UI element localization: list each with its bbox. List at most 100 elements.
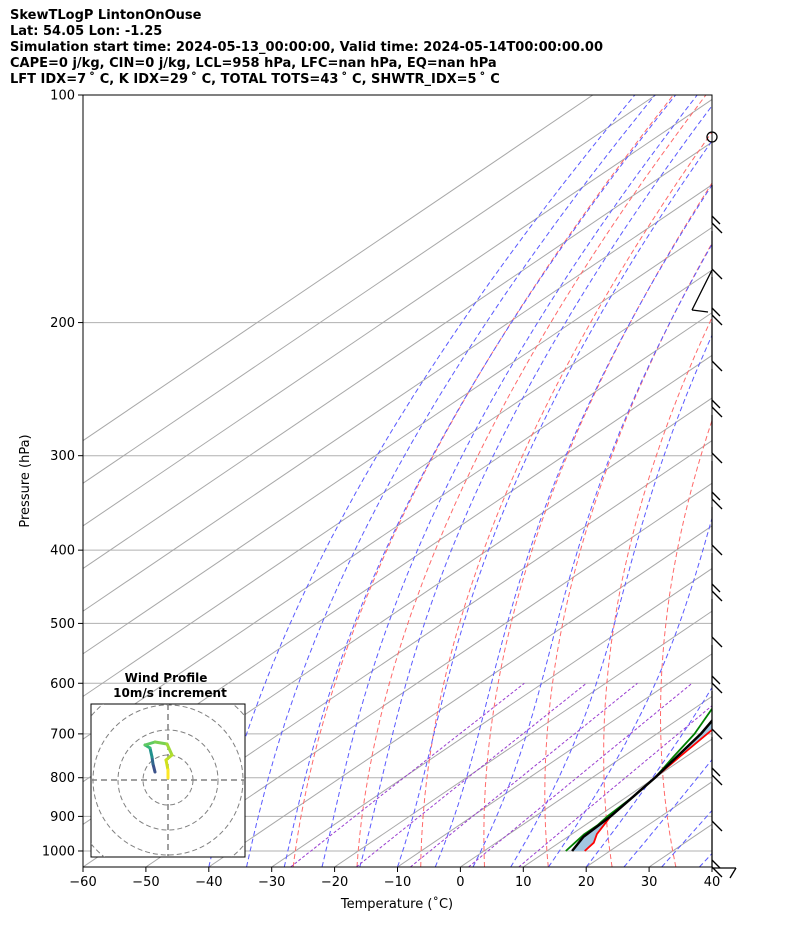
mixing-ratio-line [290, 682, 525, 867]
isotherm-line [208, 525, 712, 867]
wind-barb-flag [711, 268, 723, 280]
wind-barb-flag [711, 222, 723, 234]
inset-title: Wind Profile [125, 671, 208, 685]
hodograph-inset: Wind Profile 10m/s increment [90, 671, 246, 858]
x-tick-label: 30 [641, 875, 658, 890]
y-tick-label: 300 [50, 449, 75, 464]
chart-title: SkewTLogP LintonOnOuse [10, 8, 202, 23]
x-tick-label: −40 [195, 875, 222, 890]
moist-adiabat-line [623, 758, 712, 867]
wind-barb-flag [711, 491, 721, 501]
isotherm-line [711, 866, 712, 867]
y-tick-label: 900 [50, 810, 75, 825]
wind-barb-flag [691, 309, 709, 313]
parcel-line [571, 718, 712, 852]
wind-barb-flag [711, 820, 723, 832]
dry-adiabat-line [660, 418, 712, 867]
moist-adiabat-line [359, 104, 712, 867]
wind-barb-flag [711, 859, 721, 869]
wind-barb-flag [711, 544, 723, 556]
isotherm-line [334, 610, 712, 867]
wind-barb-flag [729, 867, 737, 879]
dry-adiabat-line [544, 242, 712, 867]
wind-barb-flag [711, 590, 723, 602]
dry-adiabat-line [483, 182, 712, 867]
x-tick-label: 10 [515, 875, 532, 890]
isotherm-line [83, 184, 712, 612]
y-tick-label: 500 [50, 617, 75, 632]
x-tick-label: −20 [321, 875, 348, 890]
x-tick-label: 0 [456, 875, 464, 890]
isotherm-line [585, 781, 712, 867]
y-tick-label: 700 [50, 727, 75, 742]
dry-adiabat-line [769, 95, 794, 867]
dry-adiabat-line [420, 131, 712, 867]
wind-barb-flag [711, 866, 723, 878]
wind-barb-flag [711, 215, 721, 225]
wind-barb-flag [711, 399, 721, 409]
wind-barb-flag [711, 452, 723, 464]
lat-lon-line: Lat: 54.05 Lon: -1.25 [10, 24, 163, 39]
hodograph-segment [153, 740, 169, 746]
mixing-ratio-line [410, 682, 638, 867]
wind-barb-flag [711, 636, 723, 648]
dry-adiabat-line [603, 316, 712, 867]
isotherm-line [83, 95, 594, 442]
wind-barb-staff [691, 269, 713, 311]
moist-adiabat-line [321, 95, 698, 867]
x-tick-label: −50 [132, 875, 159, 890]
x-tick-label: −10 [384, 875, 411, 890]
index-line: LFT IDX=7 ˚ C, K IDX=29 ˚ C, TOTAL TOTS=… [10, 72, 500, 87]
moist-adiabat-line [434, 184, 712, 867]
hodograph-segment [148, 746, 154, 759]
x-tick-label: 20 [578, 875, 595, 890]
moist-adiabat-line [548, 516, 712, 867]
wind-barb-flag [711, 583, 721, 593]
hodograph-segment [143, 740, 157, 747]
inset-rings [91, 704, 245, 857]
hodograph-segment [164, 758, 170, 772]
y-tick-label: 1000 [42, 844, 75, 859]
isotherm-line [83, 269, 712, 698]
x-tick-label: 40 [704, 875, 721, 890]
wind-barb-flag [711, 767, 721, 777]
dewpoint-line [565, 707, 712, 852]
isotherm-line [648, 823, 712, 867]
wind-barb-flag [711, 314, 723, 326]
wind-barbs [691, 185, 737, 879]
hodograph-trace [143, 740, 174, 780]
moist-adiabat-line [472, 243, 712, 867]
wind-barb-flag [711, 774, 723, 786]
isotherm-line [460, 695, 712, 867]
cape-shading [572, 720, 712, 851]
isotherm-line [83, 141, 712, 570]
moist-adiabat-line [246, 95, 656, 867]
y-tick-label: 400 [50, 544, 75, 559]
y-tick-label: 200 [50, 316, 75, 331]
isotherm-line [83, 312, 712, 740]
isotherm-line [145, 482, 712, 867]
moist-adiabat-line [283, 95, 676, 867]
wind-barb-flag [711, 682, 723, 694]
wind-barb-flag [711, 498, 723, 510]
mixing-ratio-line [355, 682, 587, 867]
dry-adiabat-line [716, 95, 794, 867]
isotherm-line [397, 653, 712, 867]
isotherm-line [83, 440, 712, 867]
isotherm-line [83, 95, 657, 484]
isotherm-line [83, 226, 712, 655]
inset-subtitle: 10m/s increment [113, 686, 227, 700]
x-tick-label: −30 [258, 875, 285, 890]
temperature-line [584, 728, 712, 852]
profile-lines [565, 707, 712, 852]
mixing-ratio-line [518, 705, 712, 867]
wind-barb-flag [711, 307, 721, 317]
moist-adiabat-line [737, 95, 794, 867]
x-axis-label: Temperature (˚C) [340, 896, 453, 912]
hodograph-segment [165, 742, 174, 757]
isotherm-line [271, 567, 712, 867]
dry-adiabat-line [356, 95, 707, 867]
dry-adiabat-line [292, 95, 674, 867]
cape-line: CAPE=0 j/kg, CIN=0 j/kg, LCL=958 hPa, LF… [10, 56, 497, 71]
